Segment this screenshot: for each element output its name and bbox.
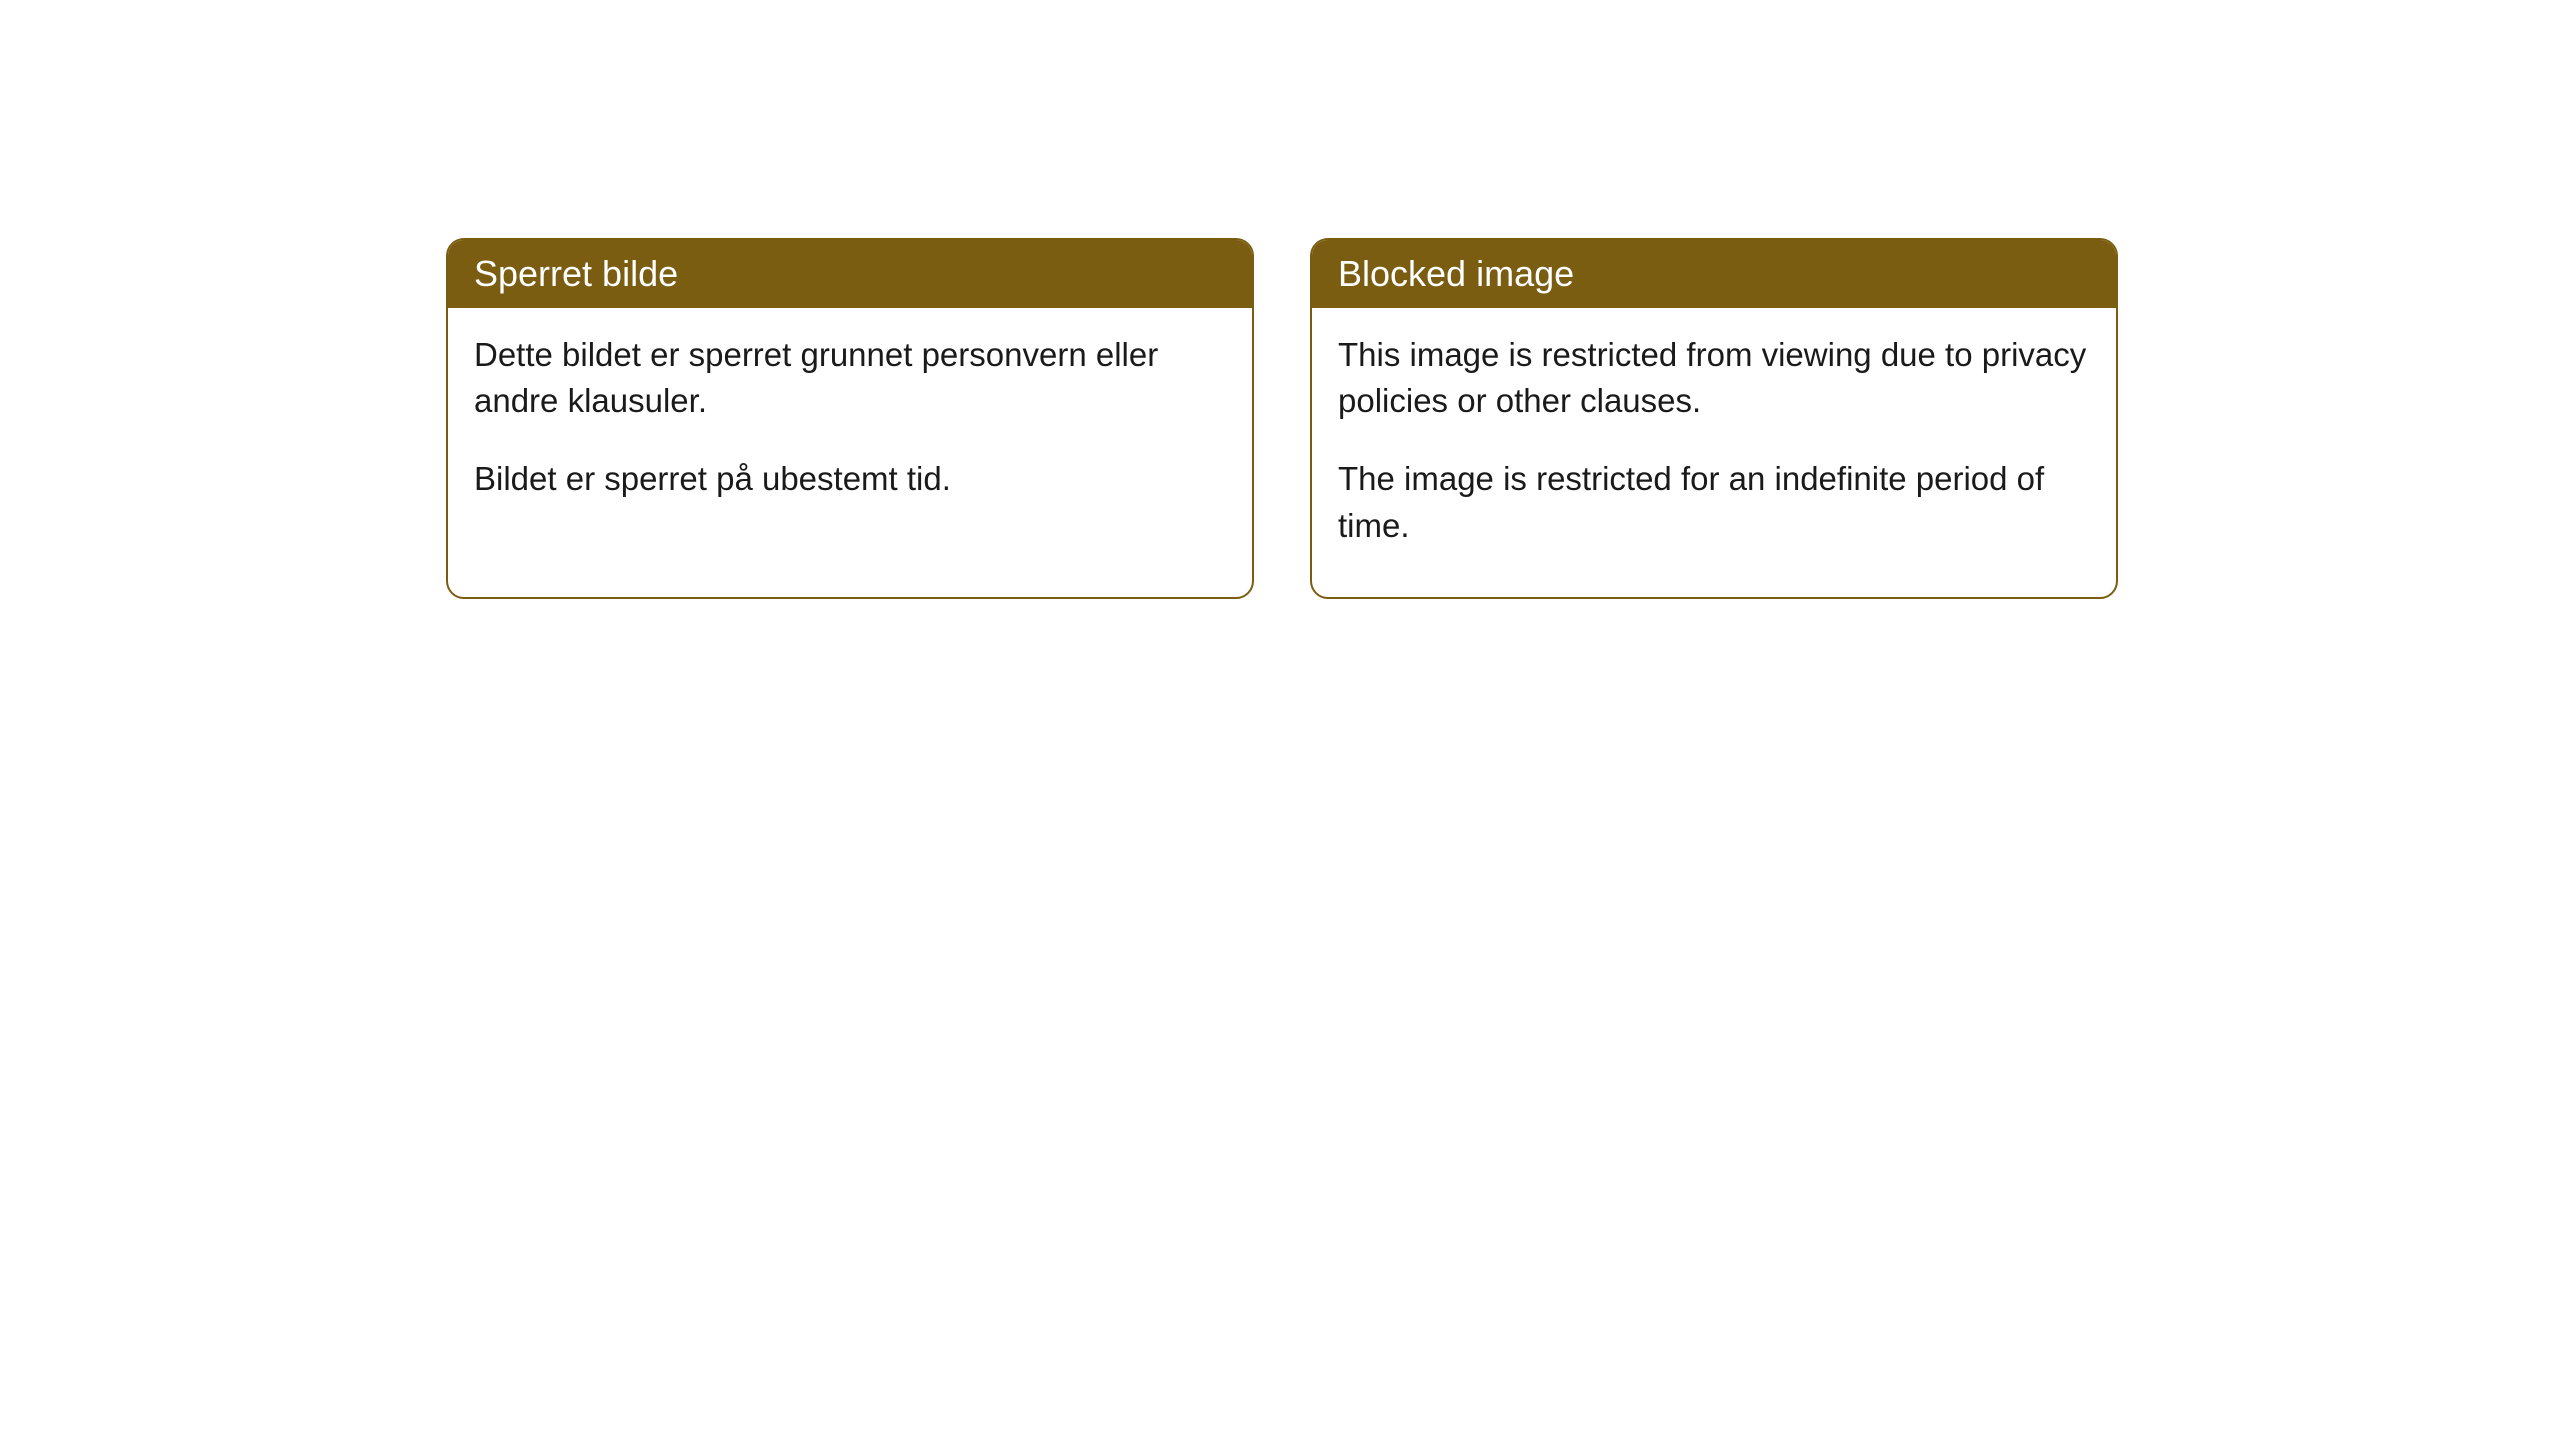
notice-card-english: Blocked image This image is restricted f… [1310,238,2118,599]
notice-body-english: This image is restricted from viewing du… [1312,308,2116,597]
notice-paragraph: This image is restricted from viewing du… [1338,332,2090,424]
notice-body-norwegian: Dette bildet er sperret grunnet personve… [448,308,1252,551]
notice-title: Blocked image [1338,253,1574,294]
notice-container: Sperret bilde Dette bildet er sperret gr… [0,0,2560,599]
notice-card-norwegian: Sperret bilde Dette bildet er sperret gr… [446,238,1254,599]
notice-paragraph: Dette bildet er sperret grunnet personve… [474,332,1226,424]
notice-title: Sperret bilde [474,253,678,294]
notice-paragraph: Bildet er sperret på ubestemt tid. [474,456,1226,502]
notice-paragraph: The image is restricted for an indefinit… [1338,456,2090,548]
notice-header-english: Blocked image [1312,240,2116,308]
notice-header-norwegian: Sperret bilde [448,240,1252,308]
